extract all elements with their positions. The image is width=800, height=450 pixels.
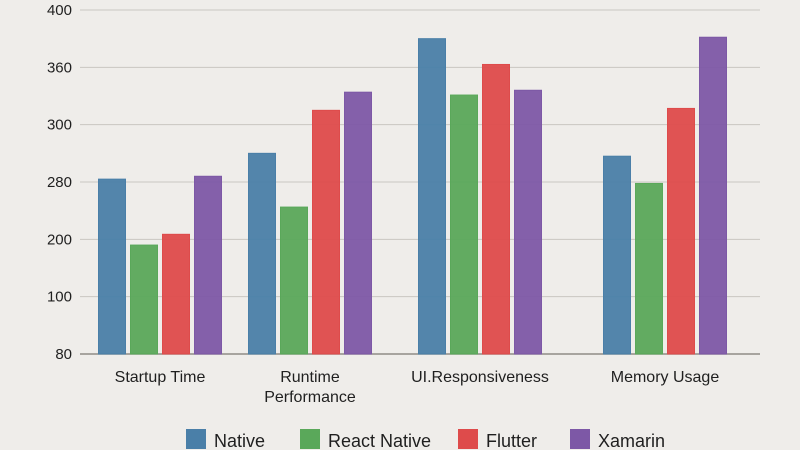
y-tick-label: 360 [47, 59, 72, 76]
y-tick-label: 400 [47, 2, 72, 19]
bar-flutter [667, 107, 695, 355]
bar-native [248, 152, 276, 355]
bar-flutter [312, 109, 340, 355]
y-tick-label: 100 [47, 289, 72, 306]
x-category-label: Memory Usage [611, 369, 720, 386]
legend-swatch [300, 429, 320, 449]
x-category-label: Runtime Performance [264, 369, 356, 406]
bar-xamarin [194, 175, 222, 355]
legend-swatch [458, 429, 478, 449]
y-tick-label: 80 [55, 346, 72, 363]
legend-item-flutter: Flutter [458, 429, 537, 450]
legend-label: Native [214, 431, 265, 450]
legend-item-native: Native [186, 429, 265, 450]
legend-item-react-native: React Native [300, 429, 431, 450]
bar-react-native [635, 182, 663, 355]
legend-swatch [570, 429, 590, 449]
legend-swatch [186, 429, 206, 449]
bar-react-native [130, 244, 158, 355]
bar-xamarin [699, 36, 727, 355]
y-tick-label: 280 [47, 174, 72, 191]
bar-flutter [162, 233, 190, 355]
bar-flutter [482, 63, 510, 355]
legend-label: Flutter [486, 431, 537, 450]
bar-native [418, 38, 446, 355]
legend-label: React Native [328, 431, 431, 450]
y-tick-label: 300 [47, 117, 72, 134]
bars-layer [98, 36, 727, 355]
bar-xamarin [344, 91, 372, 355]
x-category-label: UI.Responsiveness [411, 369, 549, 386]
x-category-label: Startup Time [115, 369, 206, 386]
axis-layer: 80 100 200 280 300 360 400 Startup Time Runtime P… [47, 2, 719, 406]
bar-xamarin [514, 89, 542, 355]
legend-item-xamarin: Xamarin [570, 429, 665, 450]
bar-react-native [450, 94, 478, 355]
bar-native [98, 178, 126, 355]
legend: Native React Native Flutter Xamarin [186, 429, 665, 450]
bar-react-native [280, 206, 308, 355]
bar-native [603, 155, 631, 355]
y-tick-label: 200 [47, 231, 72, 248]
legend-label: Xamarin [598, 431, 665, 450]
